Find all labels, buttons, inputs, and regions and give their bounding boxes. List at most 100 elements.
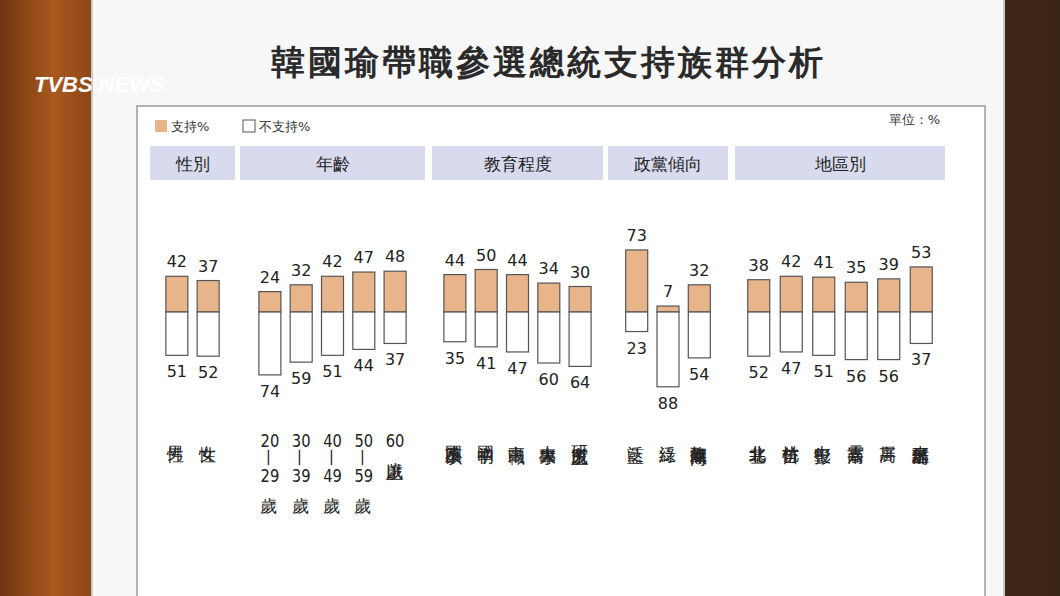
stage: TVBS NEWS韓國瑜帶職參選總統支持族群分析單位：%支持%不支持%性別年齡教… bbox=[0, 0, 1060, 596]
bar-nonsupport bbox=[688, 312, 710, 358]
data-label: 44 bbox=[445, 251, 465, 270]
bar-nonsupport bbox=[626, 312, 648, 332]
category-label: 男性 bbox=[168, 432, 185, 434]
bars bbox=[166, 250, 932, 387]
chart-svg: TVBS NEWS韓國瑜帶職參選總統支持族群分析單位：%支持%不支持%性別年齡教… bbox=[0, 0, 1060, 596]
bar-support bbox=[475, 270, 497, 313]
data-label: 73 bbox=[627, 226, 647, 245]
category-label: 研究所以上 bbox=[571, 432, 588, 437]
category-label: 泛藍 bbox=[628, 432, 645, 434]
category-label: 50—59歲 bbox=[355, 432, 372, 485]
bar-support bbox=[290, 285, 312, 312]
chart-frame bbox=[137, 106, 985, 596]
title: 韓國瑜帶職參選總統支持族群分析 bbox=[271, 42, 826, 82]
category-label: 30—39歲 bbox=[292, 432, 309, 485]
group-header bbox=[240, 146, 425, 180]
data-label: 41 bbox=[814, 253, 834, 272]
data-label: 54 bbox=[689, 365, 709, 384]
bar-support bbox=[688, 285, 710, 312]
bar-nonsupport bbox=[259, 312, 281, 375]
group-header bbox=[608, 146, 728, 180]
group-label: 地區別 bbox=[814, 154, 866, 174]
bar-support bbox=[538, 283, 560, 312]
bar-nonsupport bbox=[845, 312, 867, 360]
bar-support bbox=[748, 280, 770, 312]
data-label: 47 bbox=[507, 359, 527, 378]
category-label: 北北基 bbox=[750, 432, 767, 435]
category-label: 東部離島 bbox=[912, 432, 929, 436]
category-label: 泛綠 bbox=[659, 432, 676, 434]
category-label: 大專大學 bbox=[540, 432, 557, 436]
data-label: 23 bbox=[627, 339, 647, 358]
data-label: 74 bbox=[260, 382, 280, 401]
data-label: 47 bbox=[781, 359, 801, 378]
bar-nonsupport bbox=[569, 312, 591, 366]
category-label: 國初中 bbox=[477, 432, 494, 435]
category-label: 國小及以下 bbox=[446, 432, 463, 437]
data-label: 50 bbox=[476, 246, 496, 265]
data-label: 32 bbox=[291, 261, 311, 280]
bar-nonsupport bbox=[657, 312, 679, 387]
data-label: 56 bbox=[879, 367, 899, 386]
category-label: 桃竹苗 bbox=[782, 432, 799, 435]
data-label: 37 bbox=[198, 257, 218, 276]
data-label: 48 bbox=[385, 247, 405, 266]
bar-support bbox=[353, 272, 375, 312]
data-label: 38 bbox=[749, 256, 769, 275]
data-label: 34 bbox=[539, 259, 559, 278]
data-label: 7 bbox=[663, 282, 673, 301]
bar-nonsupport bbox=[910, 312, 932, 343]
bar-nonsupport bbox=[384, 312, 406, 343]
data-label: 41 bbox=[476, 354, 496, 373]
data-label: 39 bbox=[879, 255, 899, 274]
bar-support bbox=[384, 271, 406, 312]
bar-support bbox=[507, 275, 529, 312]
bar-support bbox=[322, 276, 344, 312]
group-label: 性別 bbox=[175, 154, 210, 174]
bar-nonsupport bbox=[475, 312, 497, 347]
data-label: 53 bbox=[911, 243, 931, 262]
bar-nonsupport bbox=[780, 312, 802, 352]
data-label: 37 bbox=[385, 350, 405, 369]
data-label: 35 bbox=[445, 349, 465, 368]
group-header bbox=[150, 146, 235, 180]
bar-support bbox=[166, 276, 188, 312]
legend-label: 不支持% bbox=[259, 119, 310, 134]
data-label: 88 bbox=[658, 394, 678, 413]
group-header bbox=[735, 146, 945, 180]
data-label: 42 bbox=[781, 252, 801, 271]
data-label: 37 bbox=[911, 350, 931, 369]
bar-support bbox=[878, 279, 900, 312]
bar-support bbox=[813, 277, 835, 312]
legend-swatch bbox=[243, 120, 255, 132]
bar-support bbox=[444, 275, 466, 312]
bar-support bbox=[569, 287, 591, 313]
logo: TVBS NEWS bbox=[34, 72, 165, 97]
legend-swatch bbox=[155, 120, 167, 132]
category-label: 中彰投 bbox=[815, 432, 832, 435]
data-label: 35 bbox=[846, 258, 866, 277]
bar-support bbox=[657, 306, 679, 312]
data-label: 51 bbox=[167, 362, 187, 381]
annotation: 單位：% bbox=[889, 112, 940, 127]
bar-nonsupport bbox=[538, 312, 560, 363]
category-label: 女性 bbox=[199, 432, 216, 434]
bar-nonsupport bbox=[507, 312, 529, 352]
bar-nonsupport bbox=[878, 312, 900, 360]
category-label: 40—49歲 bbox=[324, 432, 341, 485]
bar-support bbox=[780, 276, 802, 312]
data-label: 52 bbox=[749, 363, 769, 382]
category-label: 高中職 bbox=[509, 432, 526, 435]
category-label: 無政黨傾向 bbox=[690, 432, 707, 437]
category-label: 20—29歲 bbox=[261, 432, 278, 485]
data-label: 44 bbox=[354, 356, 374, 375]
data-label: 42 bbox=[167, 252, 187, 271]
category-label: 60歲以上 bbox=[386, 432, 403, 452]
data-label: 42 bbox=[322, 252, 342, 271]
group-label: 教育程度 bbox=[484, 154, 552, 174]
data-label: 60 bbox=[539, 370, 559, 389]
bar-nonsupport bbox=[353, 312, 375, 349]
bar-nonsupport bbox=[197, 312, 219, 356]
data-label: 51 bbox=[322, 362, 342, 381]
data-label: 52 bbox=[198, 363, 218, 382]
